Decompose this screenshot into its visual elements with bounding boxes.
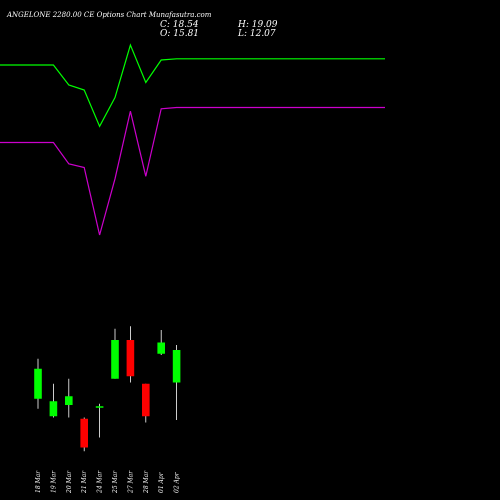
candle-body xyxy=(34,368,42,399)
close-value: C: 18.54 xyxy=(160,20,199,30)
candle-body xyxy=(172,350,181,383)
candle-body xyxy=(95,406,104,408)
x-tick-label: 01 Apr xyxy=(158,471,165,493)
x-tick-label: 24 Mar xyxy=(97,470,104,494)
x-tick-label: 20 Mar xyxy=(66,470,73,494)
x-tick-label: 19 Mar xyxy=(50,470,57,493)
x-tick-label: 28 Mar xyxy=(143,470,150,494)
lower-line-series xyxy=(0,106,385,236)
candle-body xyxy=(142,383,150,417)
x-tick-label: 21 Mar xyxy=(81,470,88,494)
x-tick-label: 25 Mar xyxy=(112,470,119,494)
candle-body xyxy=(126,340,135,377)
candle-body xyxy=(65,396,73,405)
x-tick-label: 18 Mar xyxy=(35,470,42,493)
x-tick-label: 27 Mar xyxy=(127,470,134,494)
low-value: L: 12.07 xyxy=(238,29,276,39)
chart-title: ANGELONE 2280.00 CE Options Chart Munafa… xyxy=(7,11,212,19)
x-tick-label: 02 Apr xyxy=(174,471,181,493)
candle-body xyxy=(49,401,58,417)
open-value: O: 15.81 xyxy=(160,29,200,39)
candle-body xyxy=(111,340,119,379)
candle-body xyxy=(157,342,165,354)
upper-line-series xyxy=(0,43,385,128)
high-value: H: 19.09 xyxy=(238,20,278,30)
candle-body xyxy=(80,418,88,448)
